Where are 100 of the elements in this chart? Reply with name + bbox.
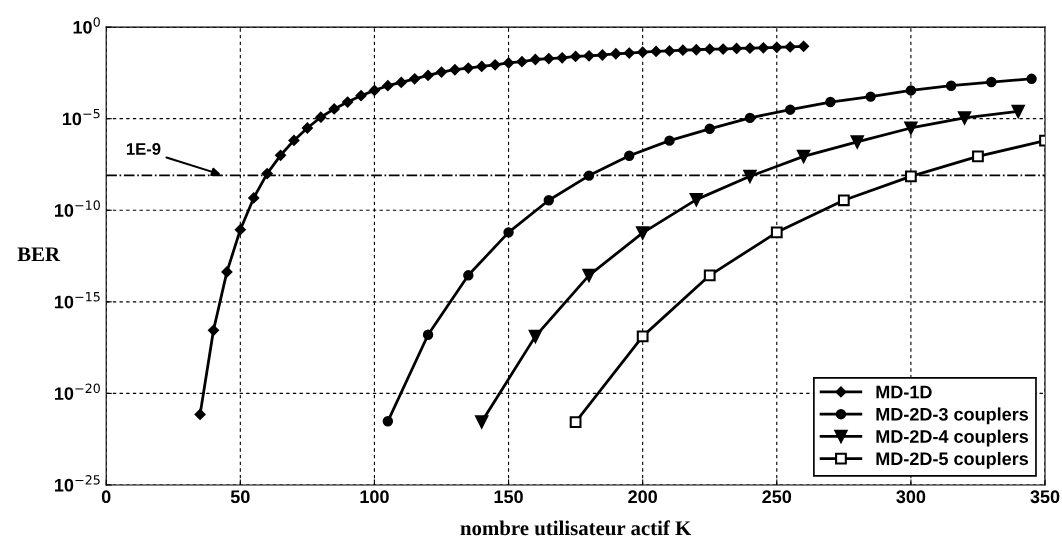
point — [717, 43, 729, 55]
y-tick-label: 10$^{−10}$ — [54, 200, 100, 217]
point — [744, 112, 756, 124]
point — [395, 76, 407, 88]
point — [704, 43, 716, 55]
point — [543, 195, 554, 206]
point — [637, 46, 649, 58]
point — [503, 57, 515, 69]
point — [570, 50, 582, 62]
x-axis-title: nombre utilisateur actif K — [460, 520, 692, 536]
point — [704, 123, 715, 135]
point — [248, 192, 260, 204]
point — [664, 135, 675, 146]
point — [1026, 73, 1037, 85]
point — [261, 168, 273, 180]
point — [516, 56, 528, 68]
point — [757, 42, 769, 54]
y-tick-label: 10$^{−25}$ — [54, 475, 100, 492]
point — [528, 329, 542, 343]
point — [463, 270, 474, 281]
legend-label: MD-2D-3 couplers — [876, 407, 1029, 425]
point — [624, 150, 635, 161]
point — [850, 135, 864, 149]
point — [422, 329, 434, 340]
point — [798, 40, 810, 52]
point — [328, 103, 340, 115]
point — [905, 85, 917, 96]
legend-label: MD-2D-5 couplers — [876, 451, 1029, 469]
point — [288, 134, 300, 146]
point — [436, 66, 447, 78]
point — [770, 226, 783, 239]
x-tick-label: 0 — [101, 490, 111, 504]
point — [503, 227, 514, 238]
point — [703, 269, 716, 282]
point — [476, 60, 488, 72]
x-tick-label: 350 — [1030, 490, 1060, 504]
point — [529, 54, 541, 65]
point — [382, 80, 394, 92]
point — [744, 42, 756, 54]
point — [837, 194, 850, 207]
point — [569, 416, 582, 429]
point — [986, 76, 997, 88]
point — [771, 41, 783, 53]
point — [743, 169, 757, 183]
point — [689, 193, 703, 207]
point — [1011, 104, 1025, 118]
y-tick-label: 10$^{0}$ — [73, 17, 100, 34]
point — [623, 47, 635, 59]
point — [945, 80, 957, 91]
point — [784, 41, 796, 53]
point — [556, 52, 568, 64]
point — [784, 104, 796, 115]
legend-label: MD-1D — [876, 385, 932, 399]
point — [368, 84, 380, 96]
point — [422, 69, 434, 81]
point — [650, 45, 662, 57]
x-tick-label: 250 — [762, 490, 792, 504]
point — [342, 96, 354, 108]
point — [596, 49, 608, 61]
point — [315, 111, 327, 123]
point — [583, 50, 595, 62]
point — [677, 44, 689, 56]
point — [221, 266, 233, 278]
point — [382, 416, 394, 427]
y-tick-label: 10$^{−5}$ — [62, 108, 100, 126]
point — [731, 43, 742, 54]
point — [904, 170, 917, 183]
point — [208, 324, 219, 336]
x-tick-label: 50 — [230, 490, 250, 504]
point — [797, 149, 811, 164]
point — [664, 45, 675, 57]
legend-label: MD-2D-4 couplers — [876, 429, 1029, 447]
point — [475, 415, 489, 429]
point — [582, 268, 596, 282]
point — [489, 59, 501, 71]
point — [355, 90, 367, 102]
point — [972, 150, 984, 163]
point — [194, 408, 206, 420]
point — [636, 330, 649, 343]
point — [409, 73, 421, 85]
y-axis-title: BER — [17, 247, 61, 262]
y-tick-label: 10$^{−20}$ — [54, 383, 100, 400]
y-tick-label: 10$^{−15}$ — [54, 292, 100, 309]
point — [234, 224, 246, 236]
point — [904, 121, 918, 135]
point — [449, 64, 461, 76]
point — [583, 170, 595, 181]
x-tick-label: 100 — [360, 490, 389, 504]
point — [690, 44, 702, 56]
point — [957, 111, 972, 125]
point — [543, 53, 555, 65]
point — [865, 91, 876, 102]
point — [275, 149, 287, 161]
point — [825, 96, 836, 108]
ref-line-label: 1E-9 — [126, 143, 161, 155]
x-tick-label: 200 — [628, 490, 657, 504]
point — [462, 62, 474, 74]
point — [301, 122, 313, 134]
x-tick-label: 300 — [896, 490, 926, 504]
point — [636, 226, 650, 240]
